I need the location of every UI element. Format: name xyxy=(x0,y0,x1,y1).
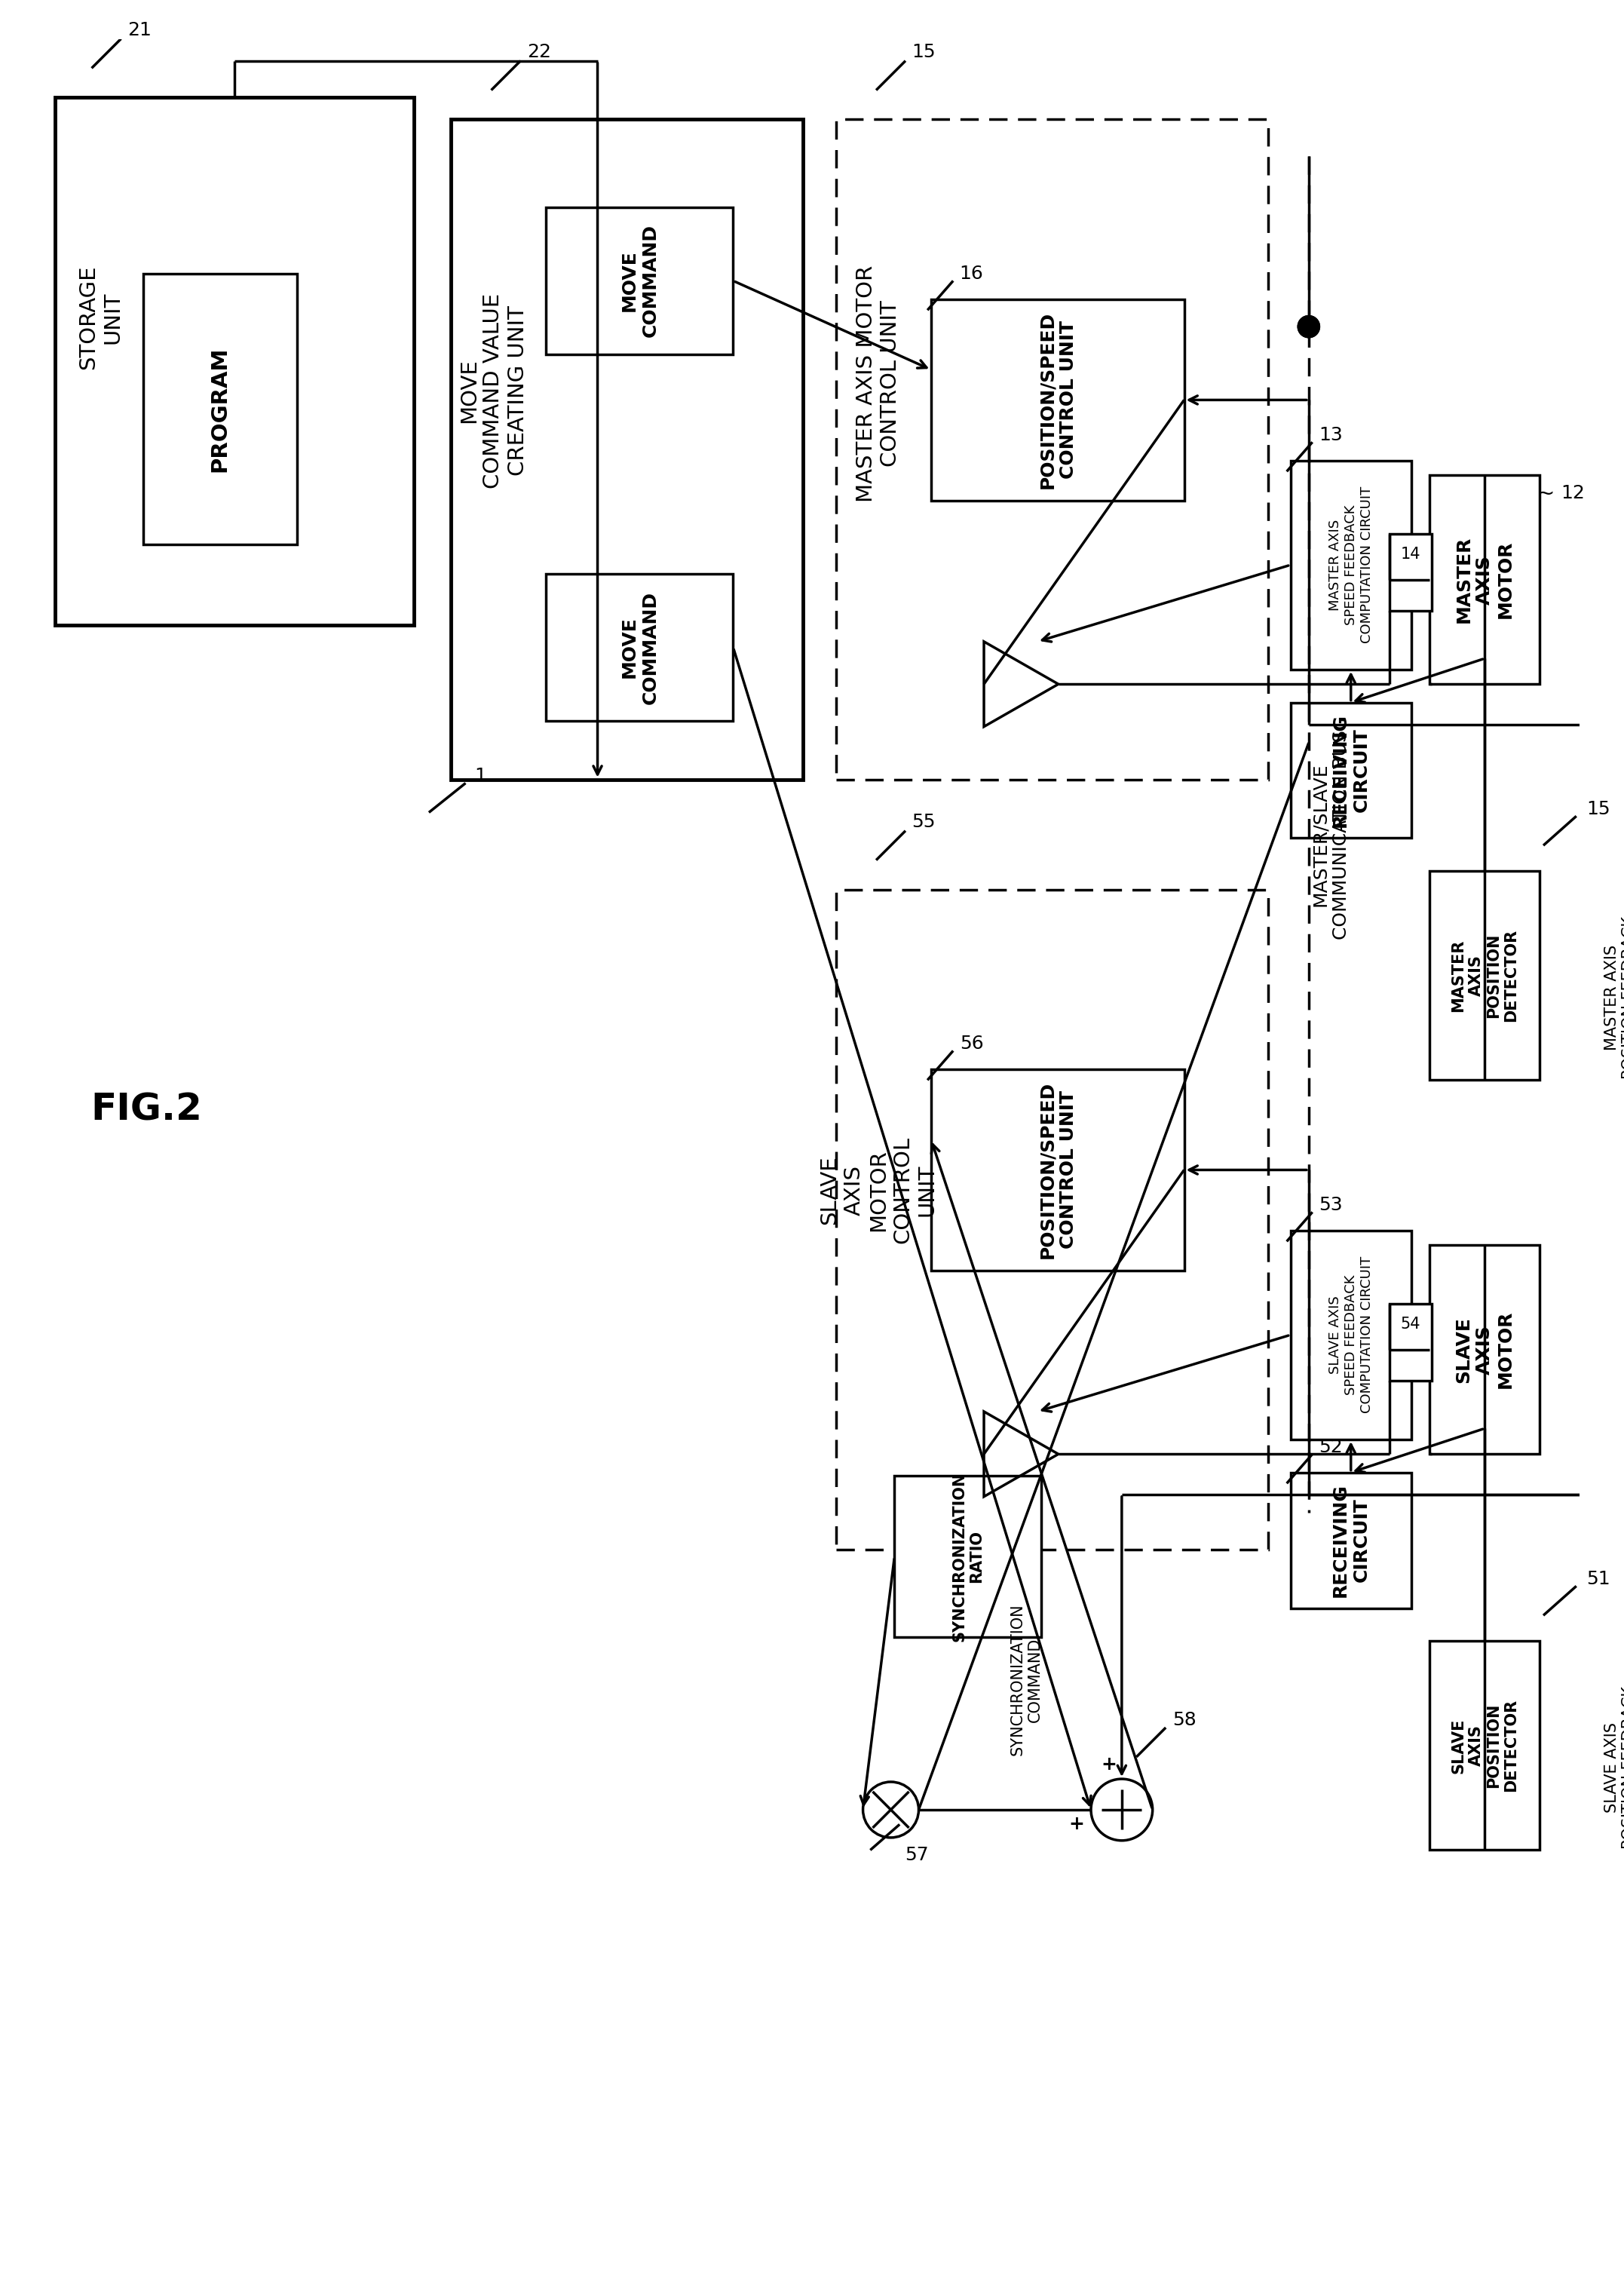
Bar xyxy=(1429,474,1540,685)
Bar xyxy=(546,206,732,354)
Text: 14: 14 xyxy=(1400,547,1421,563)
Text: STORAGE
UNIT: STORAGE UNIT xyxy=(78,265,123,370)
Text: RECEIVING
CIRCUIT: RECEIVING CIRCUIT xyxy=(1332,712,1371,828)
Bar xyxy=(1291,1473,1411,1609)
Bar xyxy=(1291,703,1411,837)
Text: 55: 55 xyxy=(913,812,935,830)
Bar xyxy=(1390,533,1432,610)
Circle shape xyxy=(1298,315,1320,338)
Text: SYNCHRONIZATION
COMMAND: SYNCHRONIZATION COMMAND xyxy=(1010,1604,1043,1756)
Bar xyxy=(143,275,297,545)
Text: POSITION/SPEED
CONTROL UNIT: POSITION/SPEED CONTROL UNIT xyxy=(1038,311,1077,488)
Bar xyxy=(1429,1640,1540,1849)
Bar xyxy=(895,1477,1041,1638)
Text: 15: 15 xyxy=(1587,799,1611,817)
Text: 22: 22 xyxy=(526,43,551,61)
Text: SLAVE AXIS
POSITION FEEDBACK: SLAVE AXIS POSITION FEEDBACK xyxy=(1605,1686,1624,1849)
Text: 53: 53 xyxy=(1319,1196,1343,1214)
Bar xyxy=(836,889,1268,1550)
Text: MASTER
AXIS
POSITION
DETECTOR: MASTER AXIS POSITION DETECTOR xyxy=(1450,930,1518,1021)
Bar xyxy=(931,300,1184,501)
Text: MASTER AXIS
SPEED FEEDBACK
COMPUTATION CIRCUIT: MASTER AXIS SPEED FEEDBACK COMPUTATION C… xyxy=(1328,486,1374,644)
Text: +: + xyxy=(1069,1815,1085,1833)
Bar xyxy=(546,574,732,722)
Bar xyxy=(55,98,414,626)
Bar xyxy=(1291,1230,1411,1439)
Text: MOVE
COMMAND: MOVE COMMAND xyxy=(620,225,659,338)
Text: SLAVE
AXIS
POSITION
DETECTOR: SLAVE AXIS POSITION DETECTOR xyxy=(1450,1699,1518,1793)
Text: 13: 13 xyxy=(1319,427,1343,445)
Text: PROGRAM: PROGRAM xyxy=(209,347,231,472)
Text: 21: 21 xyxy=(127,20,151,39)
Text: 56: 56 xyxy=(960,1035,984,1053)
Text: ~: ~ xyxy=(1536,483,1554,504)
Bar xyxy=(1390,1305,1432,1382)
Text: 16: 16 xyxy=(960,265,984,284)
Text: SLAVE
AXIS
MOTOR
CONTROL
UNIT: SLAVE AXIS MOTOR CONTROL UNIT xyxy=(818,1137,937,1243)
Text: MASTER AXIS
POSITION FEEDBACK: MASTER AXIS POSITION FEEDBACK xyxy=(1605,917,1624,1080)
Text: +: + xyxy=(1101,1756,1116,1774)
Text: MASTER AXIS MOTOR
CONTROL UNIT: MASTER AXIS MOTOR CONTROL UNIT xyxy=(856,265,901,501)
Text: RECEIVING
CIRCUIT: RECEIVING CIRCUIT xyxy=(1332,1484,1371,1597)
Text: 12: 12 xyxy=(1561,483,1585,501)
Text: 54: 54 xyxy=(1400,1316,1421,1332)
Bar xyxy=(836,120,1268,781)
Bar xyxy=(931,1069,1184,1271)
Text: MASTER/SLAVE
COMMUNICATION BUS: MASTER/SLAVE COMMUNICATION BUS xyxy=(1311,731,1350,939)
Text: MASTER
AXIS
MOTOR: MASTER AXIS MOTOR xyxy=(1455,535,1515,624)
Text: MOVE
COMMAND: MOVE COMMAND xyxy=(620,590,659,703)
Text: 58: 58 xyxy=(1173,1711,1195,1729)
Text: 52: 52 xyxy=(1319,1439,1343,1457)
Text: POSITION/SPEED
CONTROL UNIT: POSITION/SPEED CONTROL UNIT xyxy=(1038,1082,1077,1259)
Text: 57: 57 xyxy=(905,1847,929,1865)
Text: 51: 51 xyxy=(1587,1570,1611,1588)
Text: SLAVE AXIS
SPEED FEEDBACK
COMPUTATION CIRCUIT: SLAVE AXIS SPEED FEEDBACK COMPUTATION CI… xyxy=(1328,1257,1374,1414)
Text: 15: 15 xyxy=(913,43,935,61)
Text: FIG.2: FIG.2 xyxy=(91,1091,203,1128)
Text: 1: 1 xyxy=(474,767,486,785)
Text: MOVE
COMMAND VALUE
CREATING UNIT: MOVE COMMAND VALUE CREATING UNIT xyxy=(458,293,528,488)
Bar xyxy=(1291,461,1411,669)
Text: SLAVE
AXIS
MOTOR: SLAVE AXIS MOTOR xyxy=(1455,1311,1515,1389)
Circle shape xyxy=(1298,315,1320,338)
Bar xyxy=(1429,1246,1540,1454)
Bar xyxy=(1429,871,1540,1080)
Text: SYNCHRONIZATION
RATIO: SYNCHRONIZATION RATIO xyxy=(952,1473,984,1643)
Bar xyxy=(451,120,802,781)
